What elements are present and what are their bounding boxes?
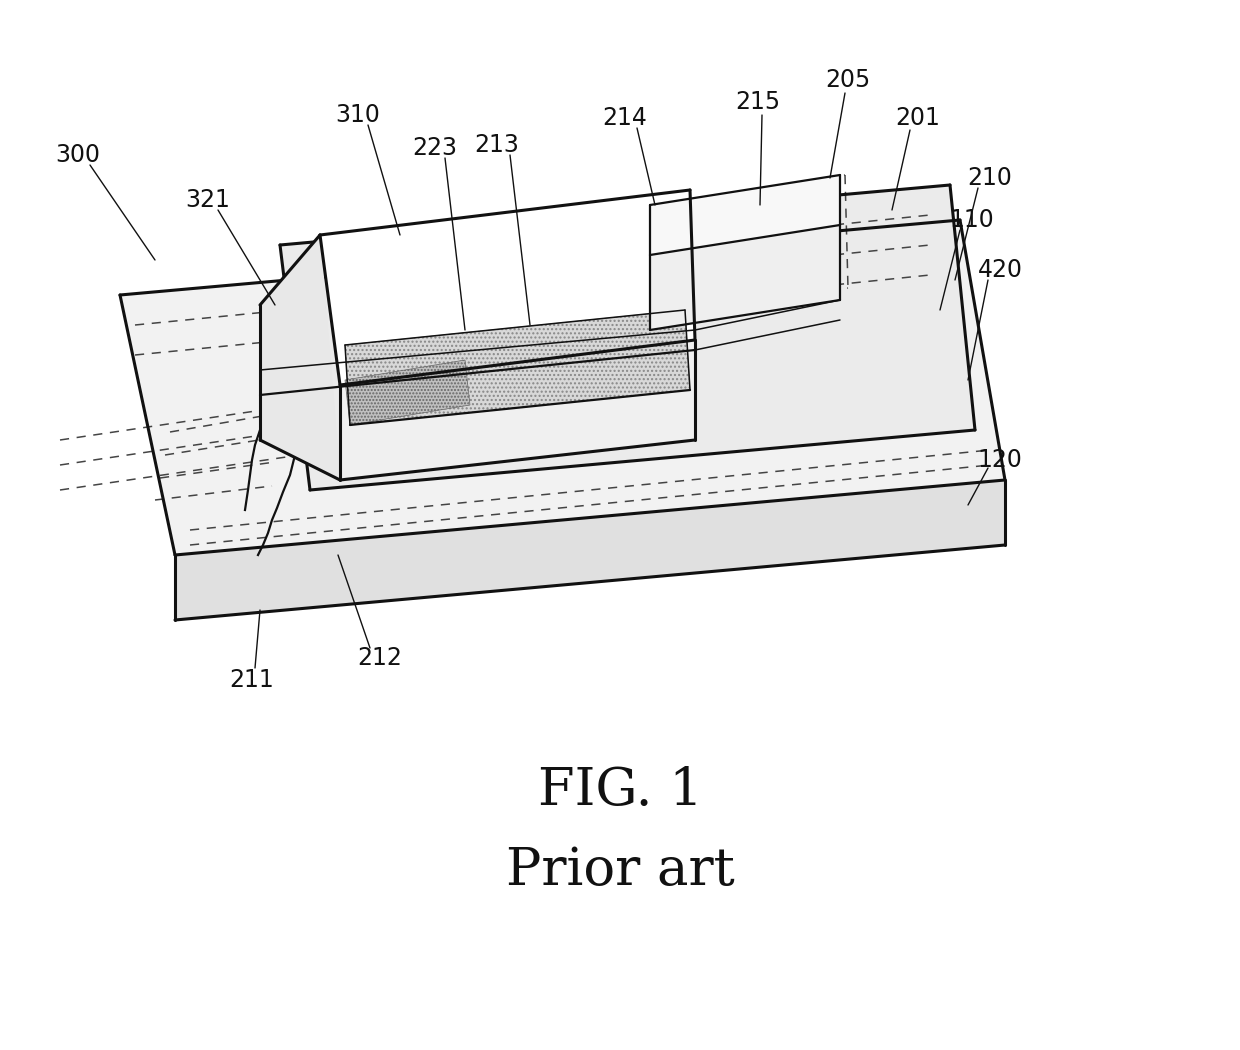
Text: 210: 210	[967, 166, 1012, 190]
Polygon shape	[120, 220, 1004, 555]
Polygon shape	[320, 190, 694, 385]
Text: 201: 201	[895, 106, 940, 130]
Text: 213: 213	[475, 133, 520, 158]
Text: 214: 214	[603, 106, 647, 130]
Text: FIG. 1: FIG. 1	[538, 764, 702, 816]
Polygon shape	[340, 340, 694, 480]
Text: 205: 205	[826, 68, 870, 92]
Polygon shape	[345, 310, 689, 425]
Text: 110: 110	[950, 208, 994, 232]
Polygon shape	[650, 175, 839, 255]
Text: 223: 223	[413, 136, 458, 160]
Polygon shape	[280, 185, 975, 490]
Text: 310: 310	[336, 103, 381, 127]
Text: 211: 211	[229, 668, 274, 692]
Polygon shape	[175, 480, 1004, 620]
Text: 215: 215	[735, 90, 780, 114]
Text: 321: 321	[186, 188, 231, 212]
Text: 420: 420	[977, 258, 1023, 282]
Polygon shape	[650, 225, 839, 330]
Text: 120: 120	[977, 448, 1023, 472]
Text: 300: 300	[56, 143, 100, 167]
Text: 212: 212	[357, 646, 403, 670]
Polygon shape	[345, 360, 470, 425]
Polygon shape	[260, 235, 340, 480]
Text: Prior art: Prior art	[506, 844, 734, 896]
